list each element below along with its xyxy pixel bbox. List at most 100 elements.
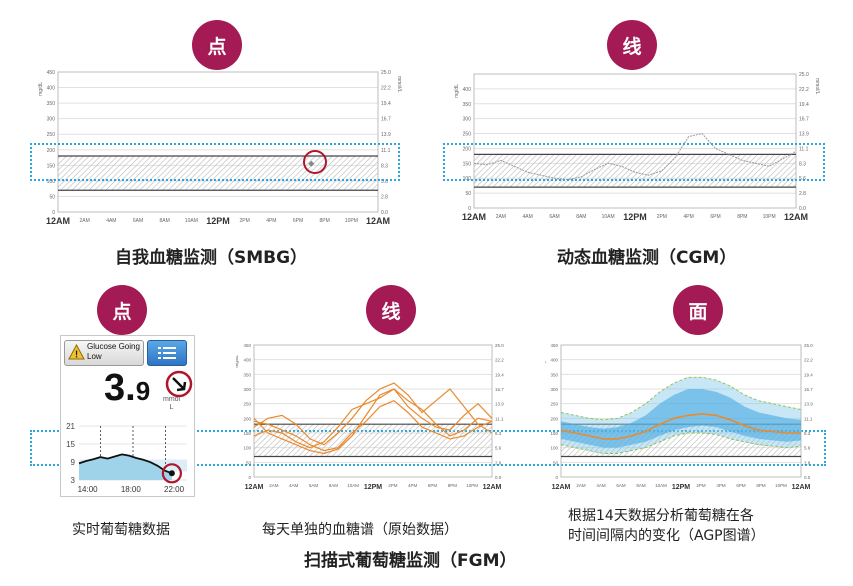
y-tick-label-left: 400 [550,358,558,363]
x-tick-label: 4AM [523,214,533,220]
y-tick-label-right: 8.3 [495,431,502,436]
x-tick-label: 4AM [596,483,606,488]
y-tick-label-right: 8.3 [799,161,806,167]
y-tick-label-right: 5.6 [381,179,388,185]
x-tick-label: 12PM [364,484,382,491]
y-tick-label-left: 350 [463,102,472,108]
y-tick-label-right: 25.0 [799,72,809,78]
device-trend-fill [79,454,172,480]
y-tick-label-left: 150 [463,161,472,167]
y-tick-label-right: 13.9 [381,132,391,138]
y-tick-label-left: 300 [243,387,251,392]
x-tick-label: 8AM [329,483,339,488]
y-tick-label-right: 11.1 [381,148,391,154]
y-tick-label-right: 0.0 [381,210,388,216]
y-tick-label-left: 50 [553,460,559,465]
y-tick-label-left: 200 [243,416,251,421]
x-tick-label: 6PM [736,483,746,488]
fgm-day-trace [253,388,493,455]
y-tick-label-left: 250 [47,132,56,138]
y-tick-label-right: 19.4 [381,101,391,107]
x-tick-label: 10PM [466,483,478,488]
x-tick-label: 12AM [462,212,486,222]
x-tick-label: 2AM [576,483,586,488]
x-tick-label: 2AM [269,483,279,488]
plot-frame [57,71,379,213]
y-tick-label-right: 11.1 [804,416,813,421]
y-tick-label-left: 100 [550,446,558,451]
y-tick-label-left: 300 [47,117,56,123]
x-tick-label: 10PM [775,483,787,488]
x-tick-label: 12AM [483,484,502,491]
fgm-day-trace [253,388,493,449]
y-tick-label-left: 0 [248,475,251,480]
y-tick-label-right: 22.2 [804,358,813,363]
x-tick-label: 10AM [602,214,615,220]
device-y-tick: 9 [71,458,76,467]
target-range-band [254,424,492,457]
y-tick-label-left: 50 [246,460,252,465]
y-tick-label-left: 300 [463,117,472,123]
y-tick-label-right: 2.8 [799,191,806,197]
cgm-trace-line [473,133,797,181]
fgm-reader-screen: ! Glucose Going Low 3.9 mmol L 21 15 9 3 14:… [60,335,195,497]
list-icon [158,347,176,359]
x-tick-label: 10AM [655,483,667,488]
y-tick-label-right: 0.0 [799,206,806,212]
fgm-daily-chart: 450 400 350 300 250 200 150 100 50 0 25.0 22.2 19.4 1… [236,343,504,491]
x-tick-label: 6PM [428,483,438,488]
alert-text: Glucose Going Low [87,342,140,362]
y-tick-label-left: 200 [463,146,472,152]
y-tick-label-right: 5.6 [804,446,811,451]
x-tick-label: 4PM [266,218,276,224]
cgm-title: 动态血糖监测（CGM） [557,248,737,268]
y-tick-label-right: 25.0 [381,70,391,76]
smbg-title: 自我血糖监测（SMBG） [115,248,308,268]
x-tick-label: 6AM [616,483,626,488]
y-tick-label-left: 300 [550,387,558,392]
y-tick-label-left: 0 [555,475,558,480]
y-tick-label-left: 350 [550,372,558,377]
x-tick-label: 12AM [784,212,808,222]
y-axis-unit-left: mg/dL [38,82,44,96]
badge-point-device: 点 [97,285,147,335]
y-tick-label-left: 450 [47,70,56,76]
y-tick-label-right: 11.1 [495,416,504,421]
x-tick-label: 2PM [657,214,667,220]
fgm-day-trace [253,382,493,446]
x-tick-label: 4PM [684,214,694,220]
x-tick-label: 8AM [636,483,646,488]
x-tick-label: 2PM [388,483,398,488]
y-tick-label-left: 450 [550,343,558,348]
x-tick-label: 8PM [320,218,330,224]
y-tick-label-right: 5.6 [495,446,502,451]
agp-chart: 450 400 350 300 250 200 150 100 50 0 25.0 22.2 19.4 1… [545,343,813,491]
glucose-unit-line-2: L [169,404,174,411]
y-tick-label-right: 25.0 [804,343,813,348]
y-tick-label-right: 8.3 [804,431,811,436]
device-y-tick: 3 [71,476,76,485]
x-tick-label: 6AM [309,483,319,488]
target-band-cgm [443,143,825,181]
x-tick-label: 12PM [206,216,230,226]
y-tick-label-right: 22.2 [495,358,504,363]
x-tick-label: 10AM [347,483,359,488]
y-axis-unit-right: mmol/L [396,76,402,93]
y-tick-label-left: 150 [550,431,558,436]
y-axis-unit-left: mg/dL [236,355,239,368]
device-current-point [168,470,175,477]
glucose-unit: mmol L [163,396,180,412]
x-tick-label: 8PM [448,483,458,488]
y-tick-label-left: 400 [47,86,56,92]
y-tick-label-right: 11.1 [799,146,809,152]
target-band-smbg [30,143,400,181]
x-tick-label: 4PM [408,483,418,488]
notes-button[interactable] [147,340,187,366]
y-tick-label-left: 100 [47,179,56,185]
device-trend-line [78,453,173,475]
caption-daily: 每天单独的血糖谱（原始数据） [262,522,458,538]
y-tick-label-right: 2.8 [804,460,811,465]
x-tick-label: 10AM [185,218,198,224]
y-tick-label-left: 50 [49,194,55,200]
target-range-band [474,154,796,188]
